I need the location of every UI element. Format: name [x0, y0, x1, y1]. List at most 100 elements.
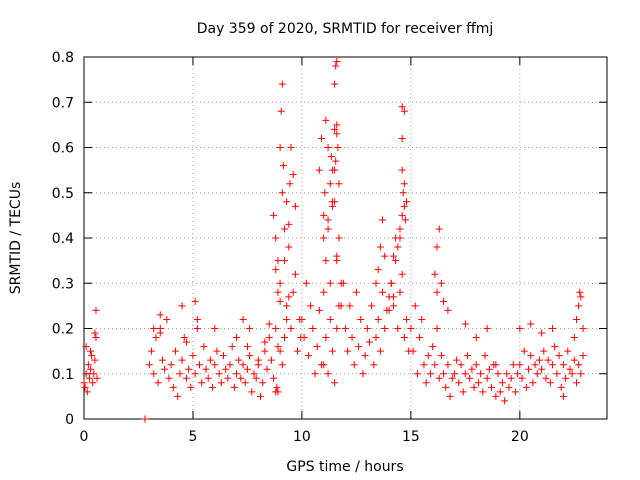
data-point	[321, 189, 329, 197]
data-point	[283, 315, 291, 323]
data-point	[222, 365, 230, 373]
data-point	[570, 334, 578, 342]
data-point	[311, 370, 319, 378]
data-point	[501, 397, 509, 405]
data-point	[496, 388, 504, 396]
data-point	[553, 370, 561, 378]
data-point	[172, 347, 180, 355]
data-point	[488, 383, 496, 391]
data-point	[81, 383, 89, 391]
data-point	[525, 365, 533, 373]
data-point	[304, 352, 312, 360]
data-point	[538, 365, 546, 373]
data-point	[540, 347, 548, 355]
data-point	[224, 374, 232, 382]
data-point	[398, 103, 406, 111]
data-points	[80, 58, 587, 423]
data-point	[150, 325, 158, 332]
data-point	[328, 202, 336, 210]
data-point	[331, 166, 339, 174]
data-point	[396, 234, 404, 242]
data-point	[84, 361, 92, 369]
data-point	[189, 352, 197, 360]
data-point	[82, 343, 90, 351]
data-point	[287, 325, 295, 332]
data-point	[505, 383, 513, 391]
data-point	[374, 266, 382, 274]
data-point	[315, 306, 323, 314]
data-point	[283, 198, 291, 206]
y-tick-label: 0.3	[52, 276, 74, 292]
y-axis-title: SRMTID / TECUs	[8, 182, 24, 295]
data-point	[267, 356, 275, 364]
data-point	[387, 279, 395, 287]
data-point	[274, 257, 282, 265]
data-point	[437, 279, 445, 287]
data-point	[429, 343, 437, 351]
data-point	[546, 379, 554, 387]
data-point	[435, 225, 443, 233]
data-point	[193, 325, 201, 332]
data-point	[320, 234, 328, 242]
data-point	[559, 392, 567, 400]
data-point	[398, 270, 406, 278]
data-point	[322, 334, 330, 342]
data-point	[219, 352, 227, 360]
data-point	[211, 361, 219, 369]
data-point	[191, 297, 199, 305]
data-point	[344, 347, 352, 355]
data-point	[461, 320, 469, 328]
data-point	[498, 379, 506, 387]
data-point	[195, 361, 203, 369]
data-point	[333, 325, 341, 332]
data-point	[527, 320, 535, 328]
data-point	[483, 374, 491, 382]
data-point	[276, 297, 284, 305]
data-point	[287, 144, 295, 151]
data-point	[235, 356, 243, 364]
data-point	[276, 279, 284, 287]
data-point	[342, 325, 349, 332]
data-point	[93, 374, 101, 382]
data-point	[161, 365, 169, 373]
data-point	[307, 302, 315, 310]
data-point	[230, 383, 238, 391]
data-point	[333, 130, 341, 138]
data-point	[335, 234, 343, 242]
data-point	[457, 361, 465, 369]
data-point	[440, 297, 448, 305]
data-point	[289, 171, 297, 179]
data-point	[363, 325, 371, 332]
x-tick-label: 0	[80, 429, 89, 445]
data-point	[272, 266, 280, 274]
data-point	[468, 365, 476, 373]
data-point	[182, 338, 190, 346]
data-point	[246, 352, 254, 360]
data-point	[538, 329, 546, 337]
data-point	[398, 134, 406, 142]
data-point	[433, 325, 441, 332]
data-point	[507, 374, 515, 382]
data-point	[298, 315, 306, 323]
data-point	[141, 415, 149, 423]
data-point	[389, 252, 397, 260]
data-point	[156, 311, 164, 319]
data-point	[418, 315, 426, 323]
data-point	[156, 329, 164, 337]
data-point	[280, 257, 288, 265]
data-point	[163, 315, 171, 323]
data-point	[579, 325, 587, 332]
data-point	[313, 343, 321, 351]
data-point	[285, 243, 293, 251]
data-point	[263, 365, 271, 373]
data-point	[514, 370, 522, 378]
data-point	[277, 107, 285, 115]
data-point	[211, 325, 219, 332]
data-point	[575, 361, 583, 369]
data-point	[204, 374, 212, 382]
data-point	[243, 365, 251, 373]
data-point	[446, 392, 454, 400]
data-point	[372, 279, 380, 287]
data-point	[331, 379, 339, 387]
data-point	[433, 243, 441, 251]
